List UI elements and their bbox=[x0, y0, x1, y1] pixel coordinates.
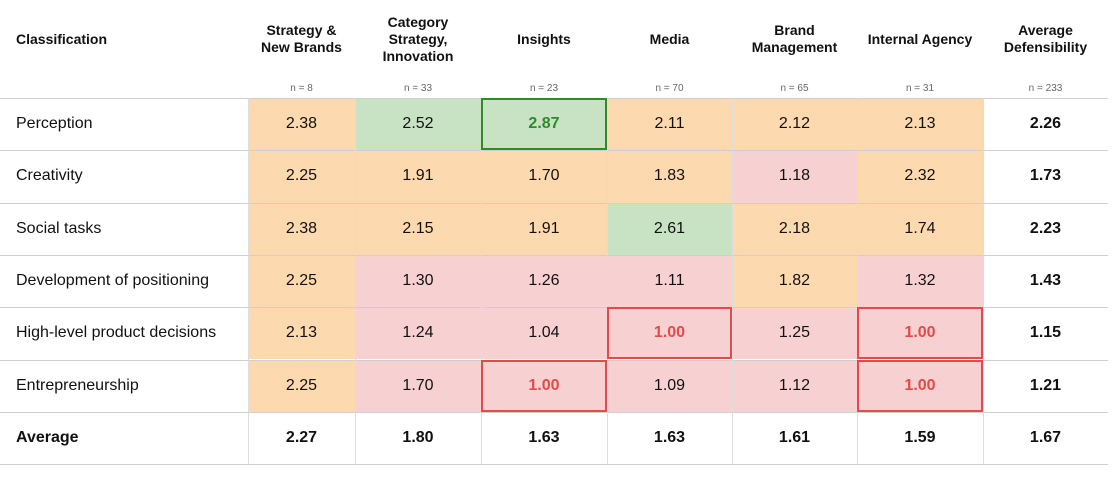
row-divider bbox=[0, 150, 1108, 151]
sample-size-label: n = 31 bbox=[905, 82, 935, 94]
data-cell: 1.11 bbox=[607, 254, 732, 308]
row-divider bbox=[0, 307, 1108, 308]
row-label: Creativity bbox=[16, 167, 83, 185]
data-cell: 1.24 bbox=[355, 307, 481, 360]
data-cell: 2.18 bbox=[732, 202, 857, 255]
column-divider bbox=[481, 98, 482, 465]
data-cell: 2.13 bbox=[248, 307, 355, 360]
column-average-cell: 1.63 bbox=[653, 428, 686, 446]
data-cell: 1.09 bbox=[607, 359, 732, 412]
sample-size-label: n = 70 bbox=[655, 82, 684, 94]
data-cell: 1.00 bbox=[607, 307, 732, 360]
row-label: Entrepreneurship bbox=[16, 376, 139, 394]
data-cell: 2.13 bbox=[857, 98, 983, 151]
data-cell: 2.87 bbox=[481, 98, 607, 151]
data-cell: 2.52 bbox=[355, 98, 481, 151]
column-header: Internal Agency bbox=[867, 30, 973, 47]
column-header: Average Defensibility bbox=[1003, 22, 1088, 55]
row-average-cell: 1.21 bbox=[1029, 376, 1062, 394]
row-label: High-level product decisions bbox=[16, 324, 217, 342]
column-header: Insights bbox=[517, 30, 571, 47]
row-divider bbox=[0, 98, 1108, 99]
column-average-cell: 2.27 bbox=[285, 428, 318, 446]
average-row-label: Average bbox=[16, 428, 79, 446]
row-divider bbox=[0, 255, 1108, 256]
sample-size-label: n = 8 bbox=[290, 82, 313, 94]
data-cell: 2.25 bbox=[248, 254, 355, 308]
data-cell: 1.18 bbox=[732, 150, 857, 203]
row-average-cell: 2.26 bbox=[1029, 115, 1062, 133]
data-cell: 1.74 bbox=[857, 202, 983, 255]
classification-header: Classification bbox=[16, 30, 108, 47]
column-divider bbox=[857, 98, 858, 465]
data-cell: 1.70 bbox=[481, 150, 607, 203]
column-header: Media bbox=[649, 30, 690, 47]
data-cell: 2.11 bbox=[607, 98, 732, 151]
row-label: Social tasks bbox=[16, 219, 102, 237]
column-divider bbox=[983, 98, 984, 465]
data-cell: 1.70 bbox=[355, 359, 481, 412]
column-header: Category Strategy, Innovation bbox=[382, 13, 454, 64]
row-divider bbox=[0, 412, 1108, 413]
row-label: Perception bbox=[16, 115, 93, 133]
data-cell: 2.38 bbox=[248, 98, 355, 151]
data-cell: 1.82 bbox=[732, 254, 857, 308]
data-cell: 2.32 bbox=[857, 150, 983, 203]
row-average-cell: 1.15 bbox=[1029, 324, 1062, 342]
column-average-cell: 1.59 bbox=[904, 428, 936, 446]
column-divider bbox=[607, 98, 608, 465]
column-average-cell: 1.61 bbox=[778, 428, 811, 446]
data-cell: 1.25 bbox=[732, 307, 857, 360]
data-cell: 2.25 bbox=[248, 150, 355, 203]
data-cell: 1.00 bbox=[481, 359, 607, 412]
row-divider bbox=[0, 360, 1108, 361]
data-cell: 2.25 bbox=[248, 359, 355, 412]
column-divider bbox=[732, 98, 733, 465]
row-average-cell: 1.43 bbox=[1029, 272, 1062, 290]
column-average-cell: 1.63 bbox=[528, 428, 560, 446]
sample-size-label: n = 23 bbox=[529, 82, 559, 94]
column-average-cell: 1.67 bbox=[1029, 428, 1062, 446]
row-label: Development of positioning bbox=[16, 272, 210, 290]
data-cell: 1.26 bbox=[481, 254, 607, 308]
sample-size-label: n = 65 bbox=[780, 82, 809, 94]
data-cell: 1.91 bbox=[355, 150, 481, 203]
data-cell: 2.12 bbox=[732, 98, 857, 151]
column-average-cell: 1.80 bbox=[402, 428, 434, 446]
data-cell: 1.30 bbox=[355, 254, 481, 308]
row-divider bbox=[0, 203, 1108, 204]
column-divider bbox=[248, 98, 249, 465]
data-cell: 1.83 bbox=[607, 150, 732, 203]
data-cell: 2.15 bbox=[355, 202, 481, 255]
data-cell: 1.04 bbox=[481, 307, 607, 360]
data-cell: 1.12 bbox=[732, 359, 857, 412]
column-divider bbox=[355, 98, 356, 465]
data-cell: 2.38 bbox=[248, 202, 355, 255]
data-cell: 1.00 bbox=[857, 359, 983, 412]
data-cell: 1.00 bbox=[857, 307, 983, 360]
data-cell: 1.32 bbox=[857, 254, 983, 308]
row-average-cell: 2.23 bbox=[1029, 219, 1062, 237]
row-average-cell: 1.73 bbox=[1029, 167, 1062, 185]
data-cell: 1.91 bbox=[481, 202, 607, 255]
column-header: Strategy & New Brands bbox=[261, 22, 342, 55]
sample-size-label: n = 33 bbox=[403, 82, 433, 94]
data-cell: 2.61 bbox=[607, 202, 732, 255]
row-divider bbox=[0, 464, 1108, 465]
column-header: Brand Management bbox=[751, 22, 838, 55]
sample-size-label: n = 233 bbox=[1028, 82, 1063, 94]
